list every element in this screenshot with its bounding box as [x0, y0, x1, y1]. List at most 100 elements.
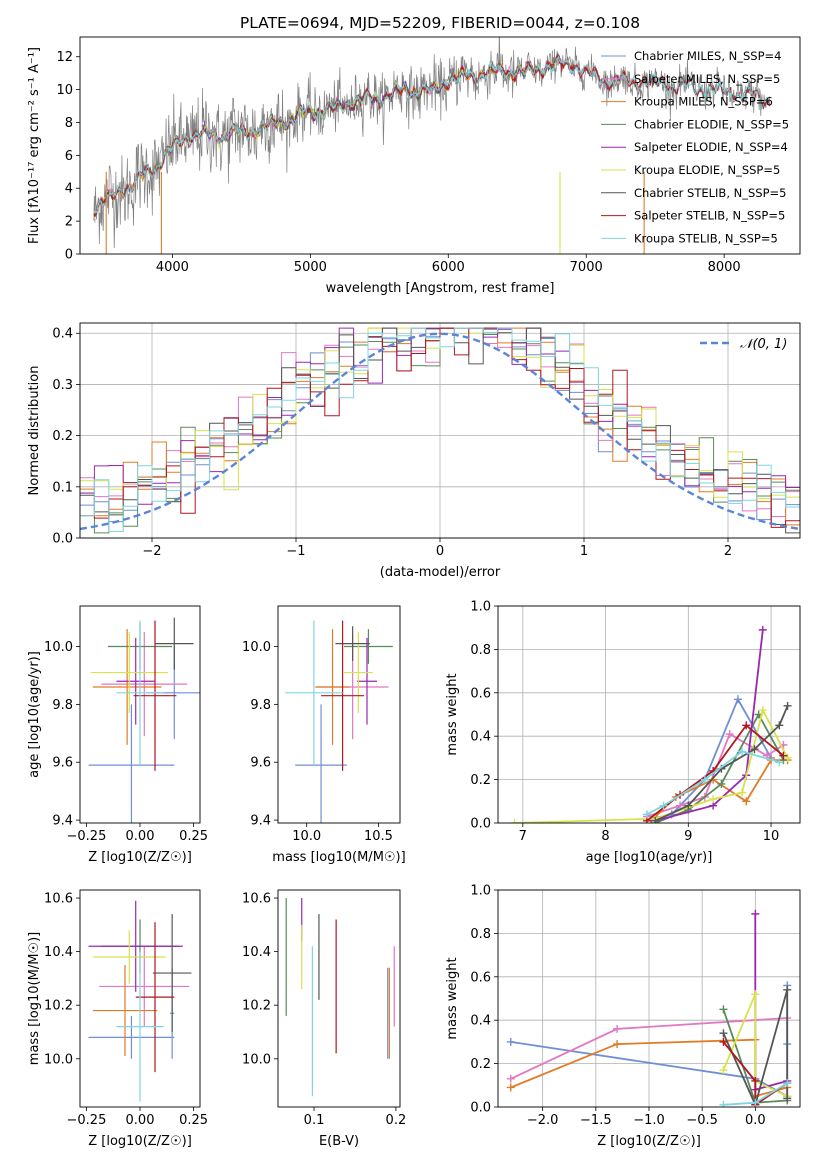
weight-marker — [751, 990, 760, 999]
y-tick-label: 9.8 — [52, 698, 73, 713]
y-tick-label: 8 — [65, 116, 73, 131]
x-tick-label: −0.25 — [67, 1113, 107, 1128]
residual-histogram — [80, 327, 800, 517]
weight-marker — [613, 1024, 622, 1033]
residual-histogram — [80, 327, 800, 528]
weight-marker — [700, 775, 709, 784]
weight-marker — [725, 730, 734, 739]
plot-area-age-Z — [88, 617, 200, 823]
y-tick-label: 0.6 — [470, 686, 491, 701]
x-tick-label: 0.2 — [386, 1113, 407, 1128]
y-axis-label: mass [log10(M/M☉)] — [27, 932, 42, 1065]
axes-frame — [497, 889, 801, 1108]
weight-marker — [750, 745, 759, 754]
legend-label: Chabrier MILES, N_SSP=4 — [634, 49, 781, 63]
y-tick-label: 0.2 — [470, 773, 491, 788]
x-tick-label: 0.1 — [304, 1113, 325, 1128]
axes-frame — [79, 889, 201, 1108]
weight-marker — [659, 801, 668, 810]
y-tick-label: 1.0 — [470, 884, 491, 899]
x-axis-label: E(B-V) — [319, 1134, 359, 1149]
weight-line — [654, 705, 789, 822]
legend-label: 𝒩(0, 1) — [740, 337, 787, 352]
x-tick-label: 4000 — [156, 260, 189, 275]
x-tick-label: 5000 — [294, 260, 327, 275]
weight-marker — [717, 779, 726, 788]
weight-marker — [719, 1066, 728, 1075]
weight-marker — [733, 695, 742, 704]
weight-marker — [738, 788, 747, 797]
weight-marker — [758, 625, 767, 634]
x-axis-label: Z [log10(Z/Z☉)] — [88, 1134, 192, 1149]
y-tick-label: 0.0 — [470, 1101, 491, 1116]
weight-marker — [738, 747, 747, 756]
weight-marker — [719, 1037, 728, 1046]
x-tick-label: −2.0 — [527, 1113, 559, 1128]
weight-marker — [510, 819, 519, 823]
panel-residuals: −2 −1 0 1 2 0.0 0.1 0.2 0.3 0.4 (data-model)/error… — [27, 322, 801, 580]
x-tick-label: 7 — [519, 829, 527, 844]
legend-label: Kroupa ELODIE, N_SSP=5 — [634, 163, 780, 177]
x-tick-label: 6000 — [432, 260, 465, 275]
y-tick-label: 0.1 — [52, 480, 73, 495]
y-tick-label: 0.8 — [470, 643, 491, 658]
weight-marker — [506, 1083, 515, 1092]
x-tick-label: 0.0 — [745, 1113, 766, 1128]
y-tick-label: 9.4 — [250, 814, 271, 829]
legend-label: Kroupa STELIB, N_SSP=5 — [634, 231, 778, 245]
x-axis-label: Z [log10(Z/Z☉)] — [88, 850, 192, 865]
weight-marker — [783, 701, 792, 710]
y-tick-label: 9.6 — [52, 756, 73, 771]
weight-marker — [506, 1037, 515, 1046]
weight-marker — [779, 751, 788, 760]
y-tick-label: 10.4 — [44, 945, 73, 960]
panel-spectrum: 4000 5000 6000 7000 8000 0 2 4 6 8 10 12 wavelength … — [27, 36, 801, 296]
x-tick-label: −1 — [286, 544, 305, 559]
weight-marker — [783, 1079, 792, 1088]
weight-marker — [742, 797, 751, 806]
x-tick-label: −1.0 — [633, 1113, 665, 1128]
weight-marker — [742, 721, 751, 730]
axes-frame — [79, 322, 801, 539]
x-tick-label: −0.5 — [686, 1113, 718, 1128]
residual-histogram — [80, 327, 800, 534]
weight-marker — [709, 795, 718, 804]
legend-label: Salpeter STELIB, N_SSP=5 — [634, 209, 785, 223]
x-tick-label: 7000 — [570, 260, 603, 275]
plot-area-weight-age — [510, 625, 792, 823]
axes-frame — [497, 605, 801, 824]
x-tick-label: 9 — [684, 829, 692, 844]
weight-marker — [783, 985, 792, 994]
x-tick-label: −1.5 — [580, 1113, 612, 1128]
y-axis-label: Normed distribution — [27, 366, 42, 496]
x-tick-label: −2 — [142, 544, 161, 559]
axes-frame — [79, 605, 201, 824]
spectrum-title: PLATE=0694, MJD=52209, FIBERID=0044, z=0… — [240, 14, 640, 32]
gaussian-curve — [80, 332, 800, 531]
y-tick-label: 10.0 — [242, 640, 271, 655]
x-tick-label: 0.25 — [179, 1113, 208, 1128]
y-tick-label: 0.6 — [470, 970, 491, 985]
weight-marker — [783, 1094, 792, 1103]
y-tick-label: 0.0 — [470, 817, 491, 832]
y-axis-label: age [log10(age/yr)] — [27, 651, 42, 778]
weight-marker — [506, 1074, 515, 1083]
y-tick-label: 10.0 — [242, 1052, 271, 1067]
axes-frame — [277, 889, 401, 1108]
panel-weight-age: 7 8 9 10 0.0 0.2 0.4 0.6 0.8 1.0 age [log10(age/yr… — [445, 600, 801, 865]
weight-marker — [775, 758, 784, 767]
panel-mass-Z: −0.25 0.00 0.25 10.0 10.2 10.4 10.6 Z [log10(Z/… — [27, 889, 208, 1149]
x-tick-label: 0.00 — [126, 829, 155, 844]
weight-marker — [775, 721, 784, 730]
plot-area-weight-Z — [506, 909, 792, 1107]
weight-marker — [751, 1098, 760, 1107]
panel-mass-ebv: 0.1 0.2 10.0 10.2 10.4 10.6 E(B-V) — [242, 889, 407, 1149]
x-tick-label: 10.0 — [292, 829, 321, 844]
plot-area-residuals — [80, 327, 800, 534]
x-tick-label: −0.25 — [67, 829, 107, 844]
y-tick-label: 10.6 — [44, 892, 73, 907]
x-tick-label: 10.5 — [364, 829, 393, 844]
y-tick-label: 10.2 — [44, 999, 73, 1014]
x-tick-label: 2 — [724, 544, 732, 559]
plot-area-spectrum — [93, 37, 771, 254]
